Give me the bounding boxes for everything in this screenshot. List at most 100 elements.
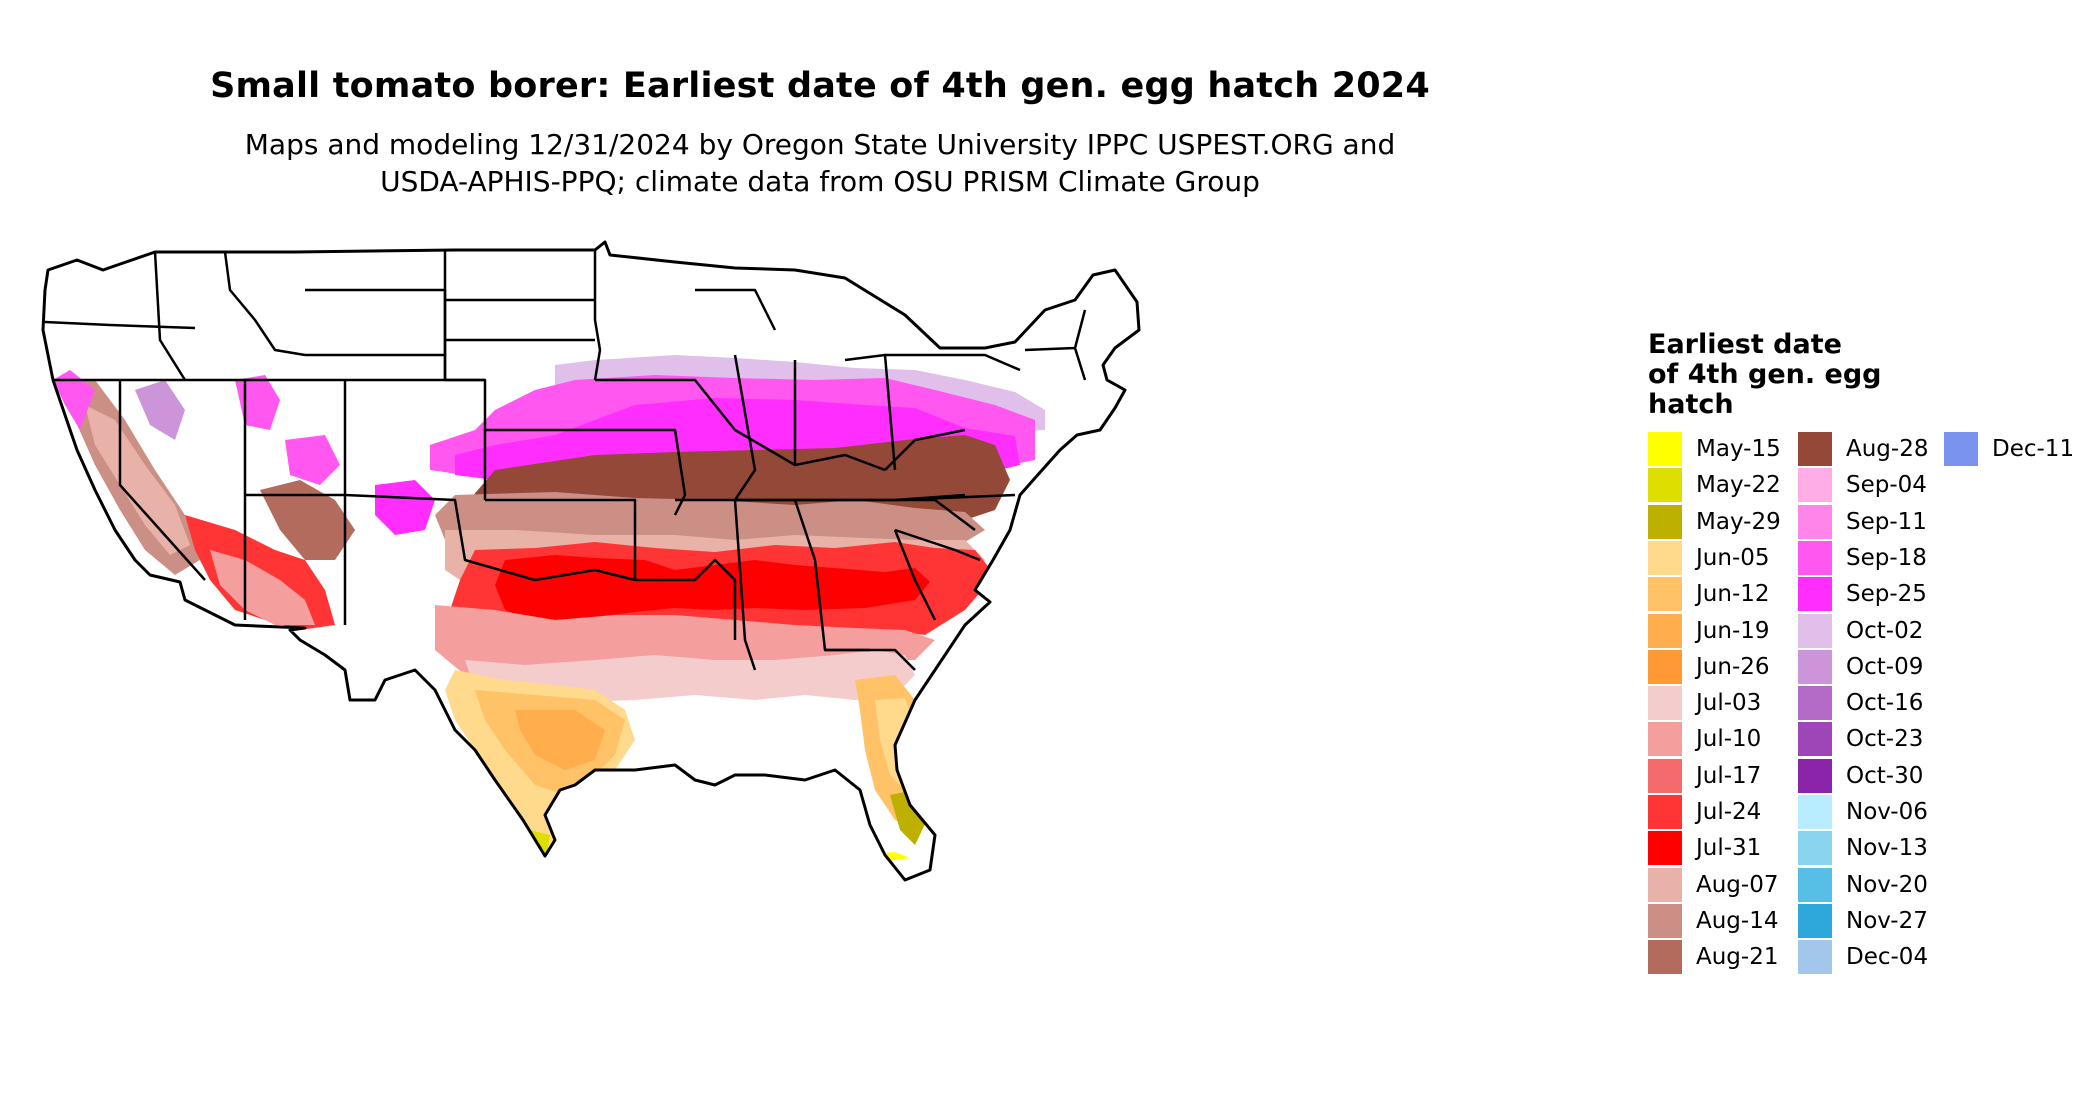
id-west-border [153, 251, 187, 381]
legend-item: Jul-10 [1648, 722, 1761, 757]
legend-item: Nov-20 [1798, 867, 1928, 902]
legend-swatch [1798, 613, 1832, 648]
legend-swatch [1798, 758, 1832, 793]
sc-ga-border [893, 529, 937, 621]
legend-item: Oct-30 [1798, 758, 1924, 793]
legend-label: Dec-04 [1846, 944, 1929, 971]
legend-item: Sep-18 [1798, 540, 1927, 575]
subtitle-line-2: USDA-APHIS-PPQ; climate data from OSU PR… [380, 165, 1260, 198]
legend-swatch [1944, 432, 1978, 466]
wv-va-border [884, 428, 966, 471]
or-wa-border [44, 320, 196, 330]
legend-item: Sep-04 [1798, 468, 1927, 503]
map-subtitle: Maps and modeling 12/31/2024 by Oregon S… [0, 126, 1640, 200]
legend-title: Earliest date of 4th gen. egg hatch [1648, 330, 1948, 420]
legend-swatch [1798, 504, 1832, 539]
legend-label: Aug-21 [1696, 944, 1779, 971]
legend-label: May-22 [1696, 472, 1781, 499]
tn-nc-border [735, 498, 976, 531]
legend-item: Nov-13 [1798, 831, 1928, 866]
ar-la-border [635, 558, 737, 640]
legend-label: Jun-12 [1696, 581, 1770, 608]
legend-swatch [1648, 577, 1682, 612]
legend-label: Jul-24 [1696, 799, 1762, 825]
ks-ok-border [483, 430, 637, 580]
legend-swatch [1648, 649, 1682, 684]
legend-label: Oct-09 [1846, 653, 1924, 680]
legend-label: Nov-13 [1846, 835, 1928, 862]
legend-swatch [1798, 940, 1832, 975]
legend-label: Sep-18 [1846, 544, 1927, 571]
legend-label: Dec-11 [1992, 436, 2075, 462]
new-england-border [1024, 309, 1087, 381]
mo-ar-border [555, 428, 687, 516]
legend-label: Jul-03 [1696, 690, 1762, 717]
legend-label: Jul-17 [1696, 762, 1762, 789]
ia-mo-border [595, 378, 736, 431]
legend-swatch [1648, 432, 1682, 466]
legend-swatch [1648, 758, 1682, 793]
legend-label: Oct-23 [1846, 726, 1924, 753]
us-outline [41, 240, 1141, 882]
legend-swatch [1798, 867, 1832, 902]
legend-item: May-29 [1648, 504, 1781, 539]
legend-label: Aug-07 [1696, 871, 1779, 898]
id-mt-border [223, 251, 306, 357]
legend-swatch [1648, 613, 1682, 648]
legend-item: Jun-05 [1648, 540, 1770, 575]
zone-west-oct09 [135, 380, 185, 440]
zone-jun19 [515, 710, 605, 770]
legend-item: Sep-11 [1798, 504, 1927, 539]
legend-item: Jul-31 [1648, 831, 1761, 866]
zone-ca-sep18 [53, 370, 95, 430]
wi-mi-border [695, 288, 777, 331]
legend-item: Jul-03 [1648, 686, 1762, 721]
legend-item: Aug-07 [1648, 867, 1779, 902]
legend-title-line-1: Earliest date [1648, 329, 1842, 360]
legend-swatch [1648, 686, 1682, 721]
legend-label: Sep-25 [1846, 581, 1927, 608]
legend-item: Oct-23 [1798, 722, 1924, 757]
legend-title-line-3: hatch [1648, 389, 1734, 420]
zone-nm-sep25 [375, 480, 435, 535]
legend-label: Jun-19 [1696, 617, 1770, 644]
legend-swatch [1648, 722, 1682, 757]
legend-item: Nov-27 [1798, 903, 1928, 938]
us-hatch-date-map [41, 240, 1141, 882]
zone-az-jul10 [210, 550, 315, 625]
legend-swatch [1648, 795, 1682, 829]
legend-item: Jul-17 [1648, 758, 1762, 793]
legend-swatch [1648, 903, 1682, 938]
legend-swatch [1798, 903, 1832, 938]
legend-item: Aug-21 [1648, 940, 1779, 975]
legend-swatch [1648, 504, 1682, 539]
pa-ny-border [885, 353, 1021, 372]
map-title: Small tomato borer: Earliest date of 4th… [210, 66, 1430, 106]
legend-swatch [1798, 468, 1832, 503]
legend-item: Aug-14 [1648, 903, 1778, 938]
legend-label: Sep-04 [1846, 472, 1927, 499]
zone-west-sep18-b [285, 435, 340, 485]
il-in-border [733, 354, 757, 501]
legend-label: Oct-16 [1846, 690, 1924, 717]
legend-item: Aug-28 [1798, 432, 1928, 466]
legend-label: Oct-30 [1846, 762, 1924, 789]
legend-label: Nov-27 [1846, 907, 1928, 934]
legend-item: Oct-02 [1798, 613, 1923, 648]
legend-swatch [1648, 867, 1682, 902]
legend-label: May-15 [1696, 436, 1781, 462]
legend-item: Dec-11 [1944, 432, 2074, 466]
legend-swatch [1798, 795, 1832, 829]
ga-fl-border [825, 648, 916, 671]
ok-tx-border [344, 493, 636, 582]
legend-label: Nov-20 [1846, 871, 1928, 898]
legend-swatch [1798, 432, 1832, 466]
legend-item: Nov-06 [1798, 795, 1928, 829]
legend-swatch [1798, 686, 1832, 721]
zone-ca-aug07 [85, 405, 190, 555]
legend-swatch [1648, 468, 1682, 503]
legend-swatch [1648, 940, 1682, 975]
legend-item: May-22 [1648, 468, 1781, 503]
legend-label: May-29 [1696, 508, 1781, 535]
legend-item: Oct-16 [1798, 686, 1924, 721]
